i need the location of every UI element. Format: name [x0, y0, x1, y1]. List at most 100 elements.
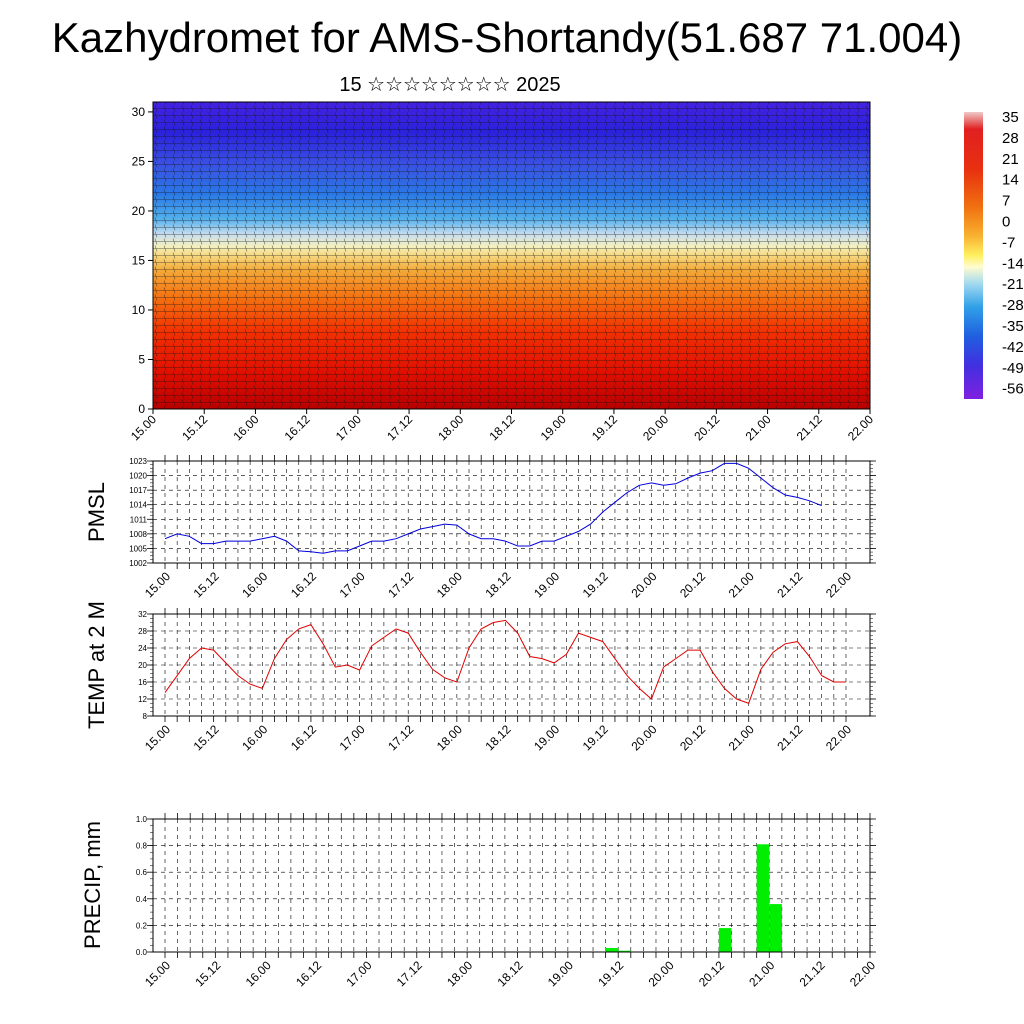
x-tick-label: 21.00: [746, 958, 777, 989]
pmsl-axis-label: PMSL: [84, 482, 109, 542]
y-tick-label: 1008: [129, 530, 147, 539]
x-tick-label: 17.00: [337, 569, 368, 600]
x-tick-label: 18.00: [444, 958, 475, 989]
temp-series-line: [164, 619, 846, 704]
y-tick-label: 1020: [129, 472, 147, 481]
y-tick-label: 30: [132, 105, 146, 119]
colorbar-label: -21: [1002, 276, 1024, 293]
y-tick-label: 20: [132, 204, 146, 218]
x-tick-label: 22.00: [847, 958, 878, 989]
cross-section-x-axis: 15.00 15.12 16.00 16.12 17.00 17.12 18.00 18.12…: [128, 409, 876, 443]
pmsl-panel: 1002 1005 1008 1011 1014 1017 1020 1023 15.00 15.…: [84, 455, 876, 600]
x-tick-label: 21.00: [743, 412, 774, 443]
colorbar-label: -35: [1002, 318, 1024, 335]
x-tick-label: 17.00: [333, 412, 364, 443]
x-tick-label: 15.00: [128, 412, 159, 443]
x-tick-label: 16.00: [239, 569, 270, 600]
y-tick-label: 0: [138, 402, 145, 416]
y-tick-label: 1002: [129, 559, 147, 568]
y-tick-label: 25: [132, 154, 146, 168]
temp-panel: 8 12 16 20 24 28 32 15.00 15.12 16.00 16.12 17.00 17…: [84, 601, 876, 753]
colorbar-label: -14: [1002, 255, 1024, 272]
colorbar: 35 28 21 14 7 0 -7 -14 -21 -28 -35 -42 -49 -56: [964, 109, 1024, 399]
x-tick-label: 17.00: [343, 958, 374, 989]
x-tick-label: 17.00: [337, 722, 368, 753]
x-tick-label: 15.00: [142, 958, 173, 989]
y-tick-label: 10: [132, 303, 146, 317]
y-tick-label: 0.0: [136, 948, 148, 957]
colorbar-label: 35: [1002, 109, 1019, 126]
x-tick-label: 19.00: [531, 722, 562, 753]
colorbar-label: 21: [1002, 151, 1019, 168]
y-tick-label: 0.4: [136, 895, 148, 904]
x-tick-label: 17.12: [385, 722, 416, 753]
x-tick-label: 18.12: [482, 722, 513, 753]
x-tick-label: 15.12: [192, 958, 223, 989]
y-tick-label: 20: [138, 661, 147, 670]
x-tick-label: 18.12: [486, 412, 517, 443]
x-tick-label: 19.00: [545, 958, 576, 989]
x-tick-label: 19.12: [580, 722, 611, 753]
x-tick-label: 15.12: [191, 569, 222, 600]
colorbar-label: 28: [1002, 130, 1019, 147]
y-tick-label: 1014: [129, 501, 147, 510]
temp-axis-label: TEMP at 2 M: [84, 601, 109, 729]
x-tick-label: 21.00: [726, 569, 757, 600]
x-tick-label: 17.12: [394, 958, 425, 989]
x-tick-label: 18.00: [434, 569, 465, 600]
precip-bar: [618, 950, 631, 952]
x-tick-label: 16.00: [230, 412, 261, 443]
x-tick-label: 15.00: [142, 569, 173, 600]
y-tick-label: 1005: [129, 544, 147, 553]
chart-title: Kazhydromet for AMS-Shortandy(51.687 71.…: [51, 14, 963, 61]
colorbar-label: 0: [1002, 214, 1010, 231]
x-tick-label: 19.00: [538, 412, 569, 443]
x-tick-label: 20.00: [646, 958, 677, 989]
x-tick-label: 21.12: [774, 722, 805, 753]
x-tick-label: 21.00: [726, 722, 757, 753]
x-tick-label: 19.12: [589, 412, 620, 443]
x-tick-label: 15.12: [191, 722, 222, 753]
x-tick-label: 20.12: [691, 412, 722, 443]
x-tick-label: 16.12: [288, 722, 319, 753]
x-tick-label: 20.00: [628, 569, 659, 600]
y-tick-label: 0.6: [136, 868, 148, 877]
colorbar-label: 14: [1002, 172, 1019, 189]
x-tick-label: 16.00: [239, 722, 270, 753]
y-tick-label: 28: [138, 627, 147, 636]
x-tick-label: 18.00: [435, 412, 466, 443]
y-tick-label: 5: [138, 352, 145, 366]
x-tick-label: 18.12: [494, 958, 525, 989]
x-tick-label: 15.12: [179, 412, 210, 443]
y-tick-label: 0.8: [136, 842, 148, 851]
y-tick-label: 1017: [129, 486, 147, 495]
x-tick-label: 22.00: [823, 569, 854, 600]
x-tick-label: 21.12: [794, 412, 825, 443]
x-tick-label: 20.12: [696, 958, 727, 989]
y-tick-label: 16: [138, 678, 147, 687]
x-tick-label: 19.12: [580, 569, 611, 600]
x-tick-label: 19.12: [595, 958, 626, 989]
precip-bar: [756, 844, 770, 952]
colorbar-label: 7: [1002, 193, 1010, 210]
precip-bar: [605, 948, 619, 952]
x-tick-label: 16.12: [288, 569, 319, 600]
precip-bar: [769, 904, 782, 952]
x-tick-label: 16.12: [282, 412, 313, 443]
x-tick-label: 20.00: [628, 722, 659, 753]
y-tick-label: 15: [132, 253, 146, 267]
colorbar-label: -28: [1002, 297, 1024, 314]
x-tick-label: 17.12: [384, 412, 415, 443]
colorbar-label: -42: [1002, 339, 1024, 356]
y-tick-label: 32: [138, 610, 147, 619]
y-tick-label: 1023: [129, 457, 147, 466]
x-tick-label: 19.00: [531, 569, 562, 600]
precip-bar: [718, 928, 732, 952]
colorbar-label: -49: [1002, 360, 1024, 377]
x-tick-label: 15.00: [142, 722, 173, 753]
x-tick-label: 18.12: [482, 569, 513, 600]
x-tick-label: 18.00: [434, 722, 465, 753]
x-tick-label: 20.12: [677, 722, 708, 753]
y-tick-label: 1.0: [136, 815, 148, 824]
